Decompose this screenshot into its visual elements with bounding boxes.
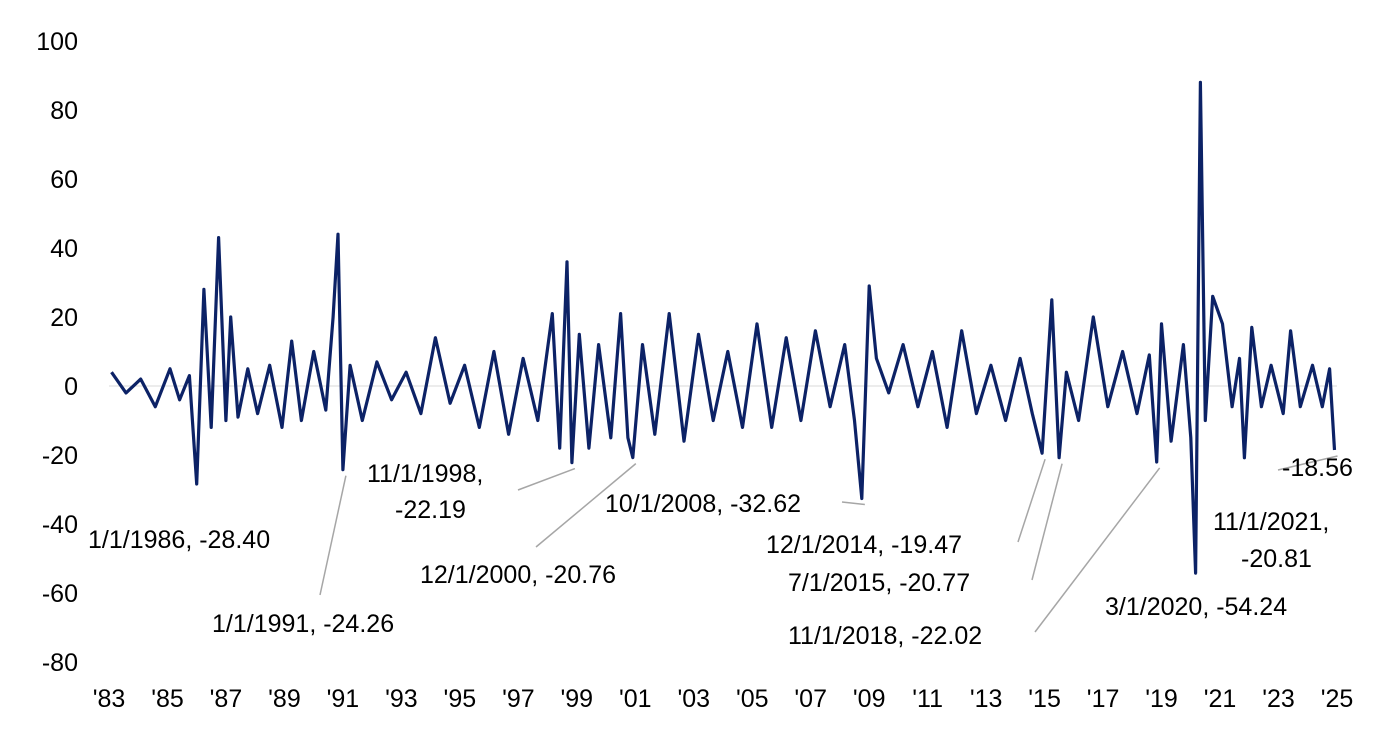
annotation-label: 11/1/2018, -22.02 [788, 622, 982, 650]
y-tick-label: 100 [36, 28, 78, 56]
y-tick-label: 80 [50, 97, 78, 125]
annotation-label: 11/1/2021, [1213, 508, 1329, 536]
annotation-label-value: -22.19 [395, 496, 466, 524]
x-tick-label: '03 [677, 685, 710, 713]
annotation-leader-line [319, 475, 347, 596]
x-tick-label: '25 [1321, 685, 1354, 713]
annotation-label: 1/1/1991, -24.26 [212, 610, 394, 638]
y-axis: 100 80 60 40 20 0 -20 -40 -60 -80 [36, 28, 78, 677]
x-tick-label: '23 [1262, 685, 1295, 713]
x-axis: '83 '85 '87 '89 '91 '93 '95 '97 '99 '01 '03 '05 '07 '… [93, 685, 1354, 713]
x-tick-label: '17 [1087, 685, 1120, 713]
x-tick-label: '15 [1028, 685, 1061, 713]
x-tick-label: '93 [385, 685, 418, 713]
annotation-leader-line [535, 463, 637, 548]
x-tick-label: '21 [1204, 685, 1237, 713]
annotation-label: 3/1/2020, -54.24 [1105, 593, 1287, 621]
annotation-label: 12/1/2000, -20.76 [420, 561, 616, 589]
x-tick-label: '13 [970, 685, 1003, 713]
y-tick-label: -80 [42, 649, 78, 677]
x-tick-label: '91 [327, 685, 360, 713]
y-tick-label: -40 [42, 511, 78, 539]
x-tick-label: '99 [560, 685, 593, 713]
series-line [110, 80, 1337, 575]
annotation-label: 12/1/2014, -19.47 [766, 531, 962, 559]
annotation-leader-line [841, 501, 865, 506]
x-tick-label: '97 [502, 685, 535, 713]
y-tick-label: -60 [42, 580, 78, 608]
y-tick-label: 40 [50, 235, 78, 263]
annotation-label-value: -20.81 [1241, 545, 1312, 573]
annotation-leader-line [1034, 467, 1161, 633]
annotation-leader-line [517, 467, 576, 491]
x-tick-label: '07 [794, 685, 827, 713]
x-tick-label: '11 [912, 685, 943, 713]
x-tick-label: '95 [444, 685, 477, 713]
annotation-label: 7/1/2015, -20.77 [788, 569, 970, 597]
x-tick-label: '01 [619, 685, 652, 713]
annotations: 1/1/1986, -28.40 1/1/1991, -24.26 11/1/199… [88, 454, 1353, 650]
annotation-leader-line [1031, 463, 1063, 581]
y-tick-label: 0 [64, 373, 78, 401]
annotation-label: 1/1/1986, -28.40 [88, 526, 270, 554]
x-tick-label: '89 [268, 685, 301, 713]
y-tick-label: 20 [50, 304, 78, 332]
x-tick-label: '09 [853, 685, 886, 713]
annotation-label: -18.56 [1282, 454, 1353, 482]
annotation-leader-line [1277, 455, 1338, 471]
x-tick-label: '83 [93, 685, 126, 713]
x-tick-label: '87 [210, 685, 243, 713]
y-tick-label: 60 [50, 166, 78, 194]
x-tick-label: '05 [736, 685, 769, 713]
annotation-label: 11/1/1998, [367, 460, 483, 488]
x-tick-label: '19 [1145, 685, 1178, 713]
annotation-leader-line [1017, 458, 1046, 543]
annotation-label: 10/1/2008, -32.62 [605, 490, 801, 518]
y-tick-label: -20 [42, 442, 78, 470]
x-tick-label: '85 [151, 685, 184, 713]
